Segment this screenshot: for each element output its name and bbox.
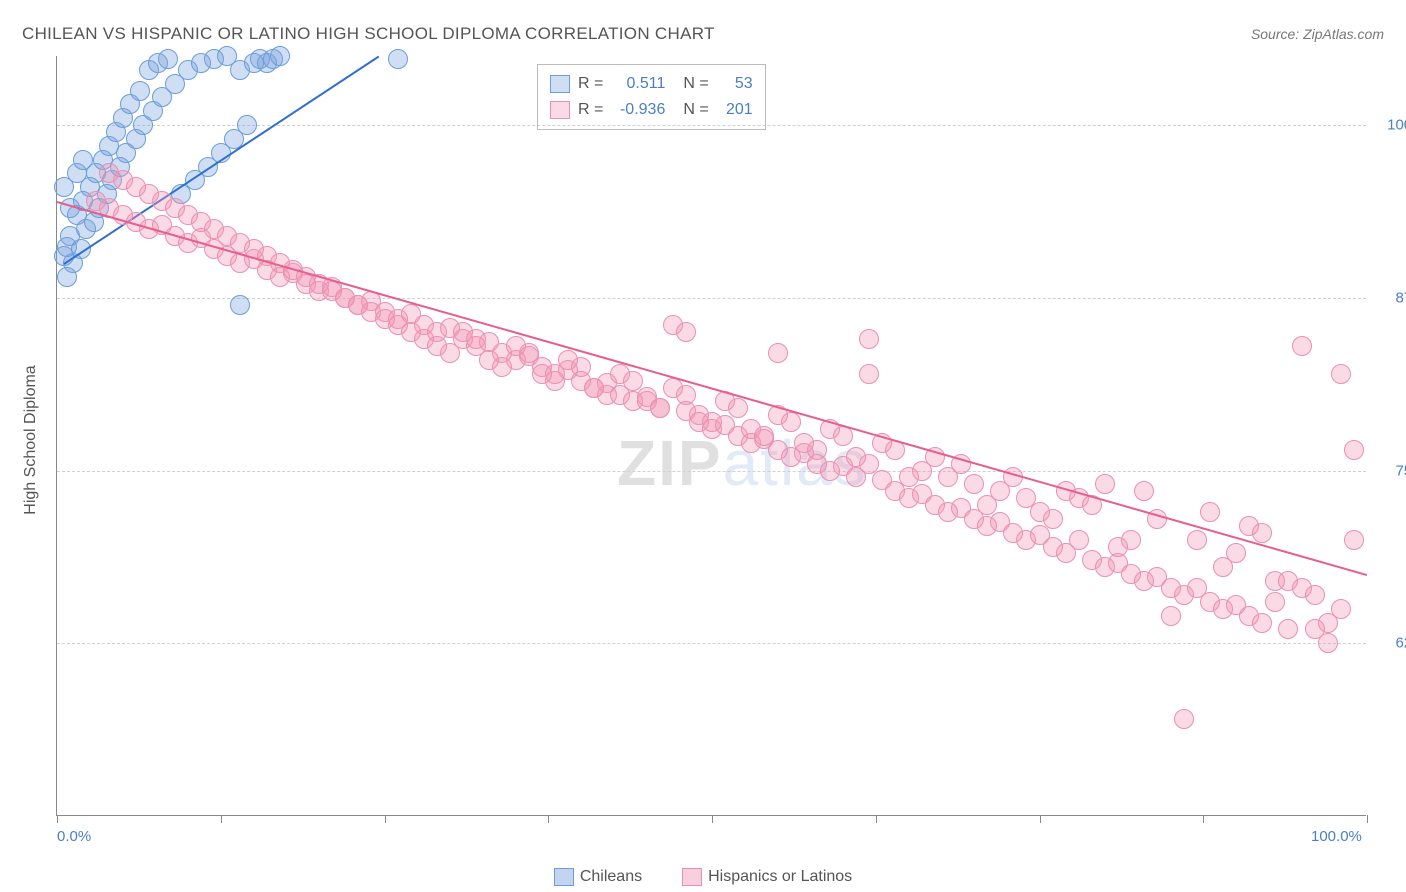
scatter-point	[846, 447, 866, 467]
scatter-point	[158, 49, 178, 69]
legend-swatch	[554, 868, 574, 886]
scatter-point	[1134, 481, 1154, 501]
scatter-point	[57, 267, 77, 287]
trend-line	[57, 201, 1368, 576]
scatter-point	[73, 150, 93, 170]
x-tick	[1203, 815, 1204, 823]
scatter-point	[676, 322, 696, 342]
scatter-point	[584, 378, 604, 398]
y-axis-label: High School Diploma	[22, 365, 40, 514]
x-tick	[548, 815, 549, 823]
scatter-point	[388, 49, 408, 69]
scatter-point	[506, 336, 526, 356]
scatter-point	[1344, 530, 1364, 550]
y-tick-label: 87.5%	[1378, 289, 1406, 306]
legend-n-label: N =	[683, 97, 708, 123]
scatter-point	[99, 163, 119, 183]
scatter-point	[532, 364, 552, 384]
legend-row: R = 0.511 N = 53	[550, 71, 753, 97]
scatter-point	[1239, 516, 1259, 536]
legend-n-value: 201	[717, 97, 753, 123]
scatter-point	[610, 364, 630, 384]
scatter-point	[1174, 709, 1194, 729]
scatter-point	[859, 364, 879, 384]
scatter-point	[558, 350, 578, 370]
scatter-point	[1344, 440, 1364, 460]
scatter-point	[453, 322, 473, 342]
scatter-point	[1305, 619, 1325, 639]
scatter-point	[1016, 488, 1036, 508]
scatter-point	[768, 343, 788, 363]
legend-swatch	[550, 101, 570, 119]
x-tick	[712, 815, 713, 823]
scatter-point	[230, 295, 250, 315]
legend-n-label: N =	[683, 71, 708, 97]
scatter-point	[1213, 557, 1233, 577]
gridline	[57, 471, 1366, 472]
chart-container: CHILEAN VS HISPANIC OR LATINO HIGH SCHOO…	[0, 0, 1406, 892]
scatter-point	[1161, 606, 1181, 626]
legend-n-value: 53	[717, 71, 753, 97]
scatter-point	[977, 495, 997, 515]
x-tick	[221, 815, 222, 823]
y-tick-label: 62.5%	[1378, 635, 1406, 652]
x-tick-label: 100.0%	[1311, 828, 1362, 845]
correlation-legend: R = 0.511 N = 53 R = -0.936 N = 201	[537, 64, 766, 130]
gridline	[57, 643, 1366, 644]
scatter-point	[237, 115, 257, 135]
scatter-point	[1252, 613, 1272, 633]
legend-r-label: R =	[578, 97, 603, 123]
scatter-point	[270, 46, 290, 66]
scatter-point	[964, 474, 984, 494]
legend-swatch	[682, 868, 702, 886]
scatter-point	[1187, 530, 1207, 550]
scatter-point	[1278, 619, 1298, 639]
scatter-point	[1187, 578, 1207, 598]
scatter-point	[899, 467, 919, 487]
scatter-point	[1200, 502, 1220, 522]
bottom-legend-item: Chileans	[554, 868, 642, 885]
x-tick	[1367, 815, 1368, 823]
gridline	[57, 298, 1366, 299]
x-tick	[385, 815, 386, 823]
source-attribution: Source: ZipAtlas.com	[1251, 26, 1384, 42]
scatter-point	[427, 336, 447, 356]
legend-swatch	[550, 75, 570, 93]
chart-title: CHILEAN VS HISPANIC OR LATINO HIGH SCHOO…	[22, 24, 715, 44]
bottom-legend: Chileans Hispanics or Latinos	[0, 868, 1406, 886]
scatter-point	[165, 198, 185, 218]
scatter-point	[741, 419, 761, 439]
y-tick-label: 100.0%	[1378, 117, 1406, 134]
legend-r-value: -0.936	[611, 97, 665, 123]
scatter-point	[130, 81, 150, 101]
scatter-point	[637, 391, 657, 411]
scatter-point	[689, 405, 709, 425]
scatter-point	[1331, 364, 1351, 384]
scatter-point	[1069, 530, 1089, 550]
plot-area: ZIPatlas R =0.511N =53R =-0.936N =201 62…	[56, 56, 1366, 816]
legend-row: R = -0.936 N = 201	[550, 97, 753, 123]
x-tick	[876, 815, 877, 823]
scatter-point	[1278, 571, 1298, 591]
x-tick-label: 0.0%	[57, 828, 91, 845]
scatter-point	[938, 467, 958, 487]
scatter-point	[1265, 592, 1285, 612]
scatter-point	[1108, 537, 1128, 557]
scatter-point	[794, 433, 814, 453]
scatter-point	[1095, 474, 1115, 494]
bottom-legend-label: Hispanics or Latinos	[708, 868, 852, 885]
legend-r-value: 0.511	[611, 71, 665, 97]
bottom-legend-label: Chileans	[580, 868, 642, 885]
y-tick-label: 75.0%	[1378, 462, 1406, 479]
legend-r-label: R =	[578, 71, 603, 97]
x-tick	[57, 815, 58, 823]
scatter-point	[859, 329, 879, 349]
scatter-point	[479, 350, 499, 370]
x-tick	[1040, 815, 1041, 823]
bottom-legend-item: Hispanics or Latinos	[682, 868, 852, 885]
scatter-point	[1292, 336, 1312, 356]
